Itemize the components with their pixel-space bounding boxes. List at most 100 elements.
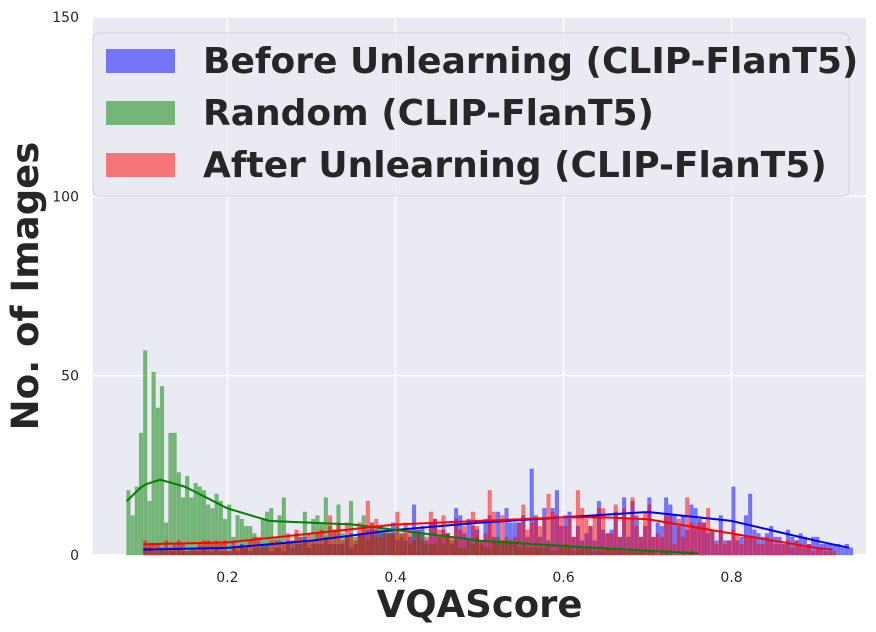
- histogram-bar: [580, 508, 585, 556]
- histogram-bar: [349, 533, 354, 556]
- histogram-bar: [126, 490, 131, 556]
- legend-swatch: [106, 101, 175, 125]
- x-axis-label: VQAScore: [376, 583, 582, 626]
- y-tick-label: 100: [52, 189, 79, 205]
- histogram-bar: [424, 536, 429, 556]
- histogram-bar: [500, 515, 505, 556]
- histogram-bar: [353, 540, 358, 556]
- histogram-bar: [701, 522, 707, 556]
- histogram-bar: [827, 551, 833, 556]
- histogram-bar: [172, 432, 177, 556]
- histogram-bar: [790, 547, 795, 556]
- y-axis-ticks: 0 50 100 150: [52, 10, 79, 564]
- histogram-bar: [634, 526, 639, 556]
- histogram-bar: [264, 547, 270, 556]
- histogram-bar: [710, 529, 715, 556]
- x-tick-label: 0.8: [720, 570, 742, 586]
- legend-label: After Unlearning (CLIP-FlanT5): [203, 145, 827, 186]
- histogram-bar: [470, 511, 475, 556]
- histogram-bar: [298, 536, 303, 556]
- y-tick-label: 0: [70, 548, 79, 564]
- histogram-bar: [550, 511, 555, 556]
- histogram-bar: [168, 547, 173, 556]
- histogram-bar: [403, 522, 408, 556]
- kde-curve-0: [143, 511, 850, 551]
- histogram-bar: [307, 533, 312, 556]
- histogram-bar: [613, 504, 618, 556]
- histogram-bar: [588, 526, 593, 556]
- histogram-bar: [290, 540, 295, 556]
- histogram-bar: [773, 543, 778, 556]
- histogram-bar: [756, 543, 761, 556]
- histogram-bar: [386, 533, 391, 556]
- legend-label: Before Unlearning (CLIP-FlanT5): [203, 41, 858, 82]
- histogram-bar: [785, 540, 791, 556]
- histogram-bar: [525, 529, 530, 556]
- histogram-bar: [496, 540, 501, 556]
- histogram-bar: [798, 543, 803, 556]
- histogram-bar: [802, 547, 807, 556]
- histogram-bar: [533, 518, 538, 556]
- histogram-bar: [731, 529, 736, 556]
- histogram-bar: [420, 540, 425, 556]
- histogram-bar: [659, 536, 664, 556]
- histogram-bar: [718, 529, 723, 556]
- histogram-bar: [176, 540, 181, 556]
- histogram-bar: [680, 536, 686, 556]
- histogram-bar: [647, 504, 652, 556]
- x-axis-ticks: 0.2 0.4 0.6 0.8: [216, 570, 742, 586]
- histogram-bar: [458, 529, 463, 556]
- histogram-bar: [617, 536, 622, 556]
- histogram-bar: [596, 508, 601, 556]
- histogram-bar: [806, 543, 812, 556]
- histogram-bar: [517, 522, 522, 556]
- legend-swatch: [106, 49, 175, 73]
- histogram-bar: [844, 543, 849, 556]
- legend: Before Unlearning (CLIP-FlanT5) Random (C…: [92, 32, 858, 197]
- histogram-bar: [584, 518, 589, 556]
- histogram-bar: [601, 508, 606, 556]
- histogram-bar: [407, 529, 412, 556]
- histogram-bar: [689, 522, 694, 556]
- histogram-bar: [311, 540, 316, 556]
- y-tick-label: 150: [52, 10, 79, 26]
- histogram-bar: [138, 432, 144, 556]
- histogram-bar: [189, 497, 194, 556]
- legend-label: Random (CLIP-FlanT5): [203, 93, 654, 134]
- histogram-bar: [697, 522, 702, 556]
- histogram-bar: [609, 533, 614, 556]
- histogram-bar: [592, 515, 597, 556]
- histogram-bar: [748, 536, 753, 556]
- histogram-bar: [445, 533, 450, 556]
- histogram-bar: [727, 540, 732, 556]
- histogram-bar: [412, 540, 417, 556]
- histogram-bar: [382, 533, 387, 556]
- histogram-bar: [781, 543, 786, 556]
- histogram-bar: [676, 518, 681, 556]
- histogram-bar: [185, 551, 190, 556]
- kde-curve-2: [143, 516, 833, 551]
- histogram-bar: [159, 551, 165, 556]
- histogram-bar: [823, 551, 828, 556]
- histogram-bar: [189, 551, 194, 556]
- histogram-bar: [130, 515, 135, 556]
- histogram-bar: [395, 511, 400, 556]
- histogram-bar: [159, 386, 165, 556]
- histogram-bar: [764, 536, 770, 556]
- histogram-bar: [651, 536, 656, 556]
- histogram-bar: [239, 547, 244, 556]
- histogram-bar: [794, 540, 799, 556]
- histogram-bar: [521, 504, 526, 556]
- histogram-bar: [542, 518, 547, 556]
- histogram-bar: [752, 536, 757, 556]
- histogram-bar: [164, 540, 169, 556]
- histogram-bar: [319, 529, 324, 556]
- histogram-bar: [491, 511, 496, 556]
- histogram-bar: [336, 522, 341, 556]
- histogram-bar: [286, 533, 291, 556]
- x-tick-label: 0.6: [552, 570, 574, 586]
- histogram-bar: [466, 540, 471, 556]
- histogram-bar: [243, 547, 249, 556]
- histogram-bar: [210, 543, 215, 556]
- histogram-bar: [143, 350, 148, 556]
